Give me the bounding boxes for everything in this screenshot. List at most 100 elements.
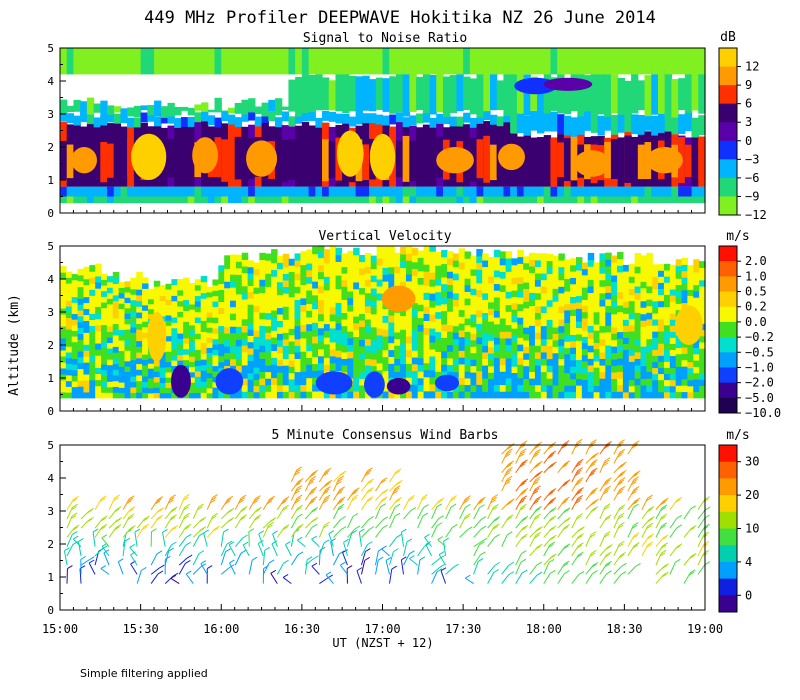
snr-cell — [597, 186, 605, 197]
y-tick-label: 0 — [47, 604, 54, 617]
snr-cell — [557, 196, 565, 204]
vv-cell — [699, 366, 706, 374]
vv-cell — [499, 371, 507, 379]
vv-cell — [493, 384, 501, 392]
vv-cell — [83, 272, 90, 280]
vv-cell — [112, 294, 120, 302]
vv-cell — [534, 312, 542, 320]
snr-cell — [590, 113, 599, 133]
snr-cell — [617, 141, 625, 178]
vv-cell — [570, 283, 577, 291]
snr-cell — [537, 79, 545, 118]
snr-cell — [698, 186, 706, 197]
vv-cell — [165, 299, 173, 306]
vv-cell — [194, 333, 202, 340]
snr-cell — [584, 48, 592, 75]
snr-cell — [301, 111, 310, 122]
snr-cell — [382, 115, 390, 126]
wind-barb — [220, 567, 230, 575]
vv-cell — [83, 290, 90, 298]
wind-barb-flag — [606, 514, 612, 519]
vv-cell — [640, 391, 647, 399]
vv-cell — [83, 266, 90, 274]
snr-cell — [315, 141, 323, 178]
vv-cell — [142, 337, 149, 344]
wind-barb-flag — [635, 563, 641, 567]
vv-cell — [183, 359, 190, 366]
wind-barb-flag — [212, 527, 219, 532]
wind-barb-flag — [71, 498, 78, 503]
vv-cell — [276, 262, 284, 270]
vv-cell — [652, 325, 659, 332]
wind-barb-flag — [563, 518, 570, 523]
vv-cell — [617, 331, 624, 339]
vv-cell — [259, 272, 266, 280]
vv-cell — [212, 387, 219, 394]
vv-cell — [482, 286, 489, 294]
snr-cell — [355, 48, 363, 75]
snr-cell — [214, 117, 222, 128]
vv-cell — [611, 307, 618, 315]
snr-cell — [154, 116, 162, 127]
vv-cell — [540, 351, 548, 359]
vv-cell — [675, 303, 683, 311]
snr-cell — [691, 141, 699, 183]
vv-cell — [675, 347, 683, 355]
wind-barb-flag — [564, 570, 570, 574]
wind-barb-flag — [128, 527, 135, 531]
vv-cell — [359, 339, 366, 347]
wind-barb-flag — [254, 516, 260, 521]
snr-cell — [221, 110, 229, 112]
wind-barb — [134, 532, 138, 547]
wind-barb-flag — [535, 462, 541, 467]
wind-barb-flag — [589, 463, 595, 468]
vv-cell — [570, 271, 577, 278]
vv-cell — [482, 292, 489, 300]
vv-cell — [505, 357, 513, 366]
vv-cell — [370, 339, 378, 347]
wind-barb-flag — [451, 495, 457, 500]
vv-cell — [599, 364, 606, 373]
vv-cell — [523, 365, 530, 373]
snr-cell — [355, 196, 363, 204]
vv-cell — [593, 354, 601, 362]
vv-cell — [411, 288, 419, 297]
vv-cell — [464, 317, 472, 326]
vv-cell — [558, 279, 565, 287]
snr-cell — [698, 73, 706, 114]
vv-cell — [136, 294, 143, 302]
vv-cell — [341, 345, 348, 353]
snr-cell — [483, 135, 491, 183]
vv-cell — [265, 260, 272, 268]
vv-cell — [411, 329, 419, 338]
vv-cell — [628, 355, 636, 362]
vv-cell — [400, 342, 407, 351]
vv-cell — [247, 366, 255, 374]
vv-cell — [476, 309, 483, 318]
snr-cell — [469, 196, 478, 204]
snr-cell — [93, 196, 101, 204]
wind-barb-flag — [225, 548, 231, 553]
wind-barb-flag — [407, 497, 414, 502]
snr-cell — [691, 69, 699, 111]
vv-cell — [400, 274, 407, 282]
vv-cell — [599, 273, 606, 281]
vv-cell — [423, 348, 431, 357]
vv-cell — [517, 283, 524, 291]
wind-barb — [361, 529, 370, 538]
colorbar-label: 10 — [745, 522, 759, 536]
colorbar-label: −1.0 — [745, 360, 774, 374]
vv-cell — [658, 343, 665, 350]
vv-cell — [488, 352, 495, 360]
vv-cell — [552, 346, 560, 354]
snr-cell — [449, 196, 458, 204]
vv-cell — [452, 286, 460, 294]
vv-cell — [200, 386, 208, 393]
vv-cell — [587, 345, 595, 353]
vv-cell — [646, 345, 653, 353]
vv-cell — [652, 264, 659, 272]
vv-cell — [118, 345, 126, 352]
vv-cell — [276, 365, 284, 373]
vv-cell — [171, 360, 178, 367]
